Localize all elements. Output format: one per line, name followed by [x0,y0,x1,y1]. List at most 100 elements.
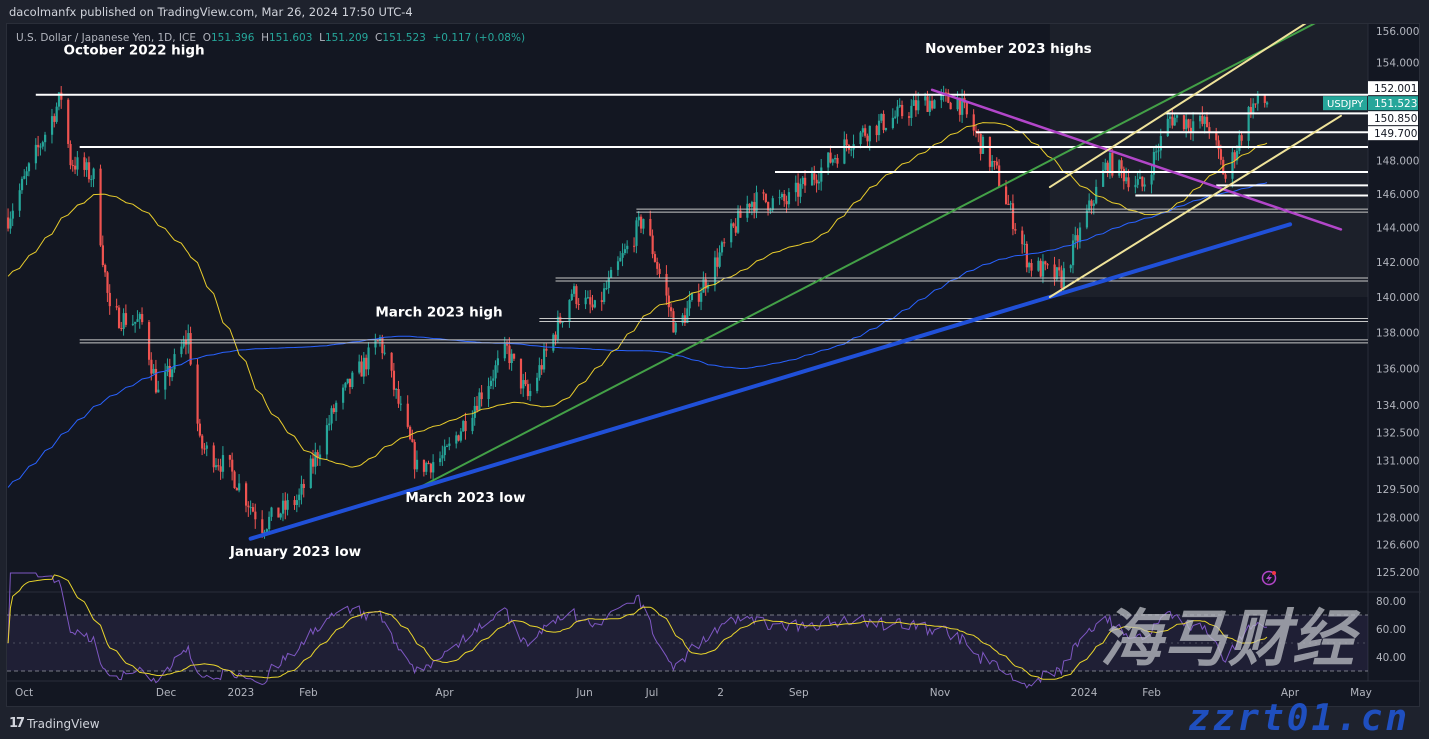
price-tick-label: 125.200 [1376,567,1419,579]
candle [383,352,386,354]
candle [480,392,483,400]
candle [367,347,370,370]
candle [494,365,497,379]
annotation-label: January 2023 low [229,544,361,560]
candle [1028,262,1031,268]
candle [67,99,70,144]
candle [1007,204,1010,206]
candle [92,168,95,180]
candle [330,408,333,424]
candle [718,252,721,267]
candle [801,177,804,185]
candle [23,175,26,179]
notification-dot [1272,571,1276,575]
candle [928,100,931,112]
candle [471,417,474,432]
candle [621,253,624,258]
annotation-label: March 2023 high [375,304,502,320]
candle [931,100,934,109]
candle [293,500,296,506]
candle [1058,267,1061,271]
candle [868,125,871,142]
candle [455,435,458,444]
candle [115,306,118,308]
candle [538,365,541,378]
candle [201,435,204,449]
candle [18,190,21,211]
candle [374,340,377,348]
candle [522,380,525,389]
high-value: 151.603 [268,32,313,44]
candle [926,96,929,112]
candle [279,513,282,518]
candle [168,365,171,378]
candle [122,313,125,329]
candle [37,144,40,148]
candle [50,116,54,135]
candle [1208,127,1211,132]
candle [1171,116,1174,126]
candle [1252,103,1255,114]
candle [586,297,590,299]
brand-name: TradingView [27,716,100,731]
price-tick-label: 140.000 [1376,292,1419,304]
candle [20,178,24,191]
candle [700,292,703,302]
candle [496,358,499,366]
chart-canvas[interactable]: October 2022 high November 2023 highs Marc… [7,24,1421,708]
candle [958,97,961,115]
close-label: C [375,32,383,44]
candle [702,279,705,293]
tradingview-brand[interactable]: 17 TradingView [9,716,100,731]
candle [1155,151,1158,153]
candle [884,128,888,130]
candle [956,97,959,110]
candle [108,292,111,307]
candle [1127,177,1130,188]
candle [642,218,645,229]
candle [734,226,737,233]
candle [732,223,735,227]
candle [117,307,121,329]
candle [362,357,366,377]
price-level-label: 152.001 [1374,83,1417,95]
candle [335,402,338,413]
rsi-tick-label: 80.00 [1376,596,1406,608]
candle [1076,235,1079,243]
candle [778,197,781,199]
candle [249,507,252,509]
candle [559,316,562,323]
candle [739,210,742,218]
rsi-line [7,572,1268,689]
candle [755,192,758,212]
candle [1053,264,1056,280]
candle [1011,203,1015,230]
chart-panel[interactable]: October 2022 high November 2023 highs Marc… [6,23,1421,708]
candle [425,462,428,472]
candle [1111,152,1114,176]
candle [877,120,881,136]
candle [785,201,788,205]
time-tick-label: Apr [1281,687,1300,699]
candle [1224,174,1227,179]
candle [912,100,915,106]
candle [609,269,613,278]
candle [69,143,72,166]
candle [187,333,190,345]
candle [131,323,135,325]
rsi-ma-line [7,574,1268,680]
candle [445,445,449,447]
candle [716,257,719,267]
candle [332,408,335,413]
time-tick-label: Jun [575,687,592,699]
candle [233,471,236,489]
candle [300,483,303,495]
candle [360,361,363,377]
open-value: 151.396 [210,32,255,44]
candle [422,459,426,472]
candle [71,165,74,167]
candle [1201,115,1204,124]
candle [365,357,368,370]
candle [87,162,91,180]
high-label: H [261,32,269,44]
